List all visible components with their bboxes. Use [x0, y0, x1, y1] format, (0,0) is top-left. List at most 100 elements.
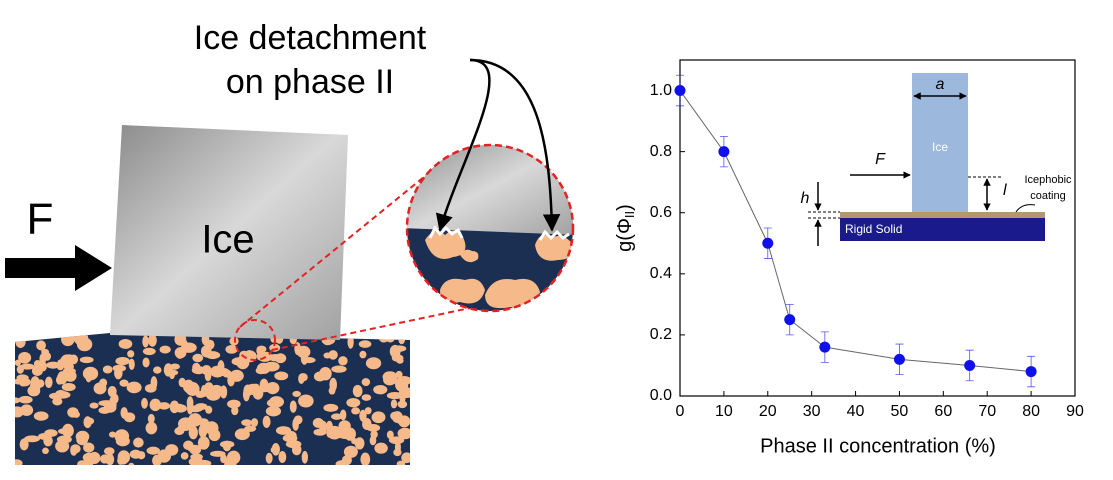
particle	[148, 333, 157, 347]
particle	[220, 454, 228, 464]
particle	[127, 350, 135, 358]
x-tick-label: 10	[715, 403, 733, 420]
rigid-solid	[840, 218, 1045, 241]
particle	[175, 348, 185, 359]
particle	[82, 366, 99, 381]
particle	[396, 460, 406, 465]
particle	[153, 366, 162, 374]
particle	[373, 384, 388, 395]
particle	[200, 345, 212, 358]
particle	[186, 402, 194, 415]
particle	[361, 378, 371, 387]
x-tick-label: 0	[676, 403, 685, 420]
particle	[346, 397, 361, 408]
particle	[165, 444, 179, 456]
data-point	[893, 353, 905, 365]
particle	[396, 415, 408, 425]
particle	[82, 452, 96, 463]
x-tick-label: 30	[803, 403, 821, 420]
particle	[77, 460, 88, 465]
particle	[36, 340, 46, 351]
particle	[313, 428, 327, 436]
x-tick-label: 60	[934, 403, 952, 420]
particle	[33, 359, 42, 368]
particle	[30, 376, 40, 390]
particle	[359, 409, 367, 422]
data-point	[784, 314, 796, 326]
particle	[270, 446, 279, 454]
particle	[126, 381, 142, 394]
particle	[250, 418, 259, 427]
particle	[15, 459, 23, 465]
x-tick-label: 50	[891, 403, 909, 420]
particle	[222, 440, 232, 452]
particle	[100, 454, 110, 464]
particle	[107, 385, 117, 398]
particle	[114, 366, 123, 380]
particle	[79, 356, 94, 364]
particle	[115, 435, 130, 447]
particle	[180, 452, 189, 460]
particle	[61, 423, 74, 438]
particle	[313, 371, 326, 382]
particle	[42, 447, 49, 455]
y-tick-label: 1.0	[650, 82, 672, 99]
particle	[45, 376, 53, 389]
particle	[24, 435, 41, 443]
particle	[374, 442, 388, 454]
particle	[119, 379, 129, 387]
x-tick-label: 40	[847, 403, 865, 420]
particle	[386, 391, 403, 400]
illustration: Ice F Ice detachment on phase II	[5, 19, 575, 465]
particle	[329, 377, 337, 392]
particle	[343, 445, 358, 458]
particle	[298, 373, 308, 382]
particle	[265, 452, 273, 464]
particle	[147, 413, 155, 424]
zoom-line	[271, 307, 471, 351]
particle	[347, 335, 354, 349]
particle	[75, 430, 90, 443]
particle	[15, 406, 24, 418]
particle	[33, 411, 49, 421]
particle	[282, 434, 298, 443]
particle	[262, 415, 271, 428]
particle	[198, 423, 208, 438]
particle	[371, 411, 386, 424]
particle	[244, 425, 257, 432]
particle	[351, 407, 361, 415]
particle	[102, 365, 113, 374]
particle	[137, 451, 146, 460]
particle	[123, 412, 136, 423]
particle	[188, 413, 203, 427]
particle	[263, 361, 280, 372]
particle	[229, 369, 244, 382]
particle	[312, 417, 324, 428]
ice-label: Ice	[201, 218, 254, 262]
particle	[117, 457, 128, 465]
particle	[141, 397, 148, 409]
particle	[194, 403, 208, 410]
substrate-label: Rigid Solid	[845, 222, 902, 236]
particle	[118, 338, 133, 349]
chart: Phase II concentration (%) g(ΦII) 0 10 20 3…	[614, 59, 1084, 457]
particle	[85, 417, 95, 425]
force-label: F	[875, 151, 886, 168]
particle	[208, 429, 221, 442]
particle	[73, 333, 89, 346]
particle	[89, 402, 99, 409]
particle	[292, 390, 301, 397]
particle	[19, 363, 35, 370]
particle	[146, 446, 160, 455]
particle	[115, 356, 130, 366]
particle	[15, 359, 22, 366]
particle	[398, 333, 406, 345]
particle	[61, 382, 76, 392]
particle	[190, 453, 203, 461]
series-line	[679, 90, 1032, 373]
particle	[18, 395, 33, 404]
data-point	[964, 359, 976, 371]
particle	[378, 334, 390, 343]
coating-label: Icephobic	[1024, 174, 1072, 186]
particle	[178, 377, 186, 388]
